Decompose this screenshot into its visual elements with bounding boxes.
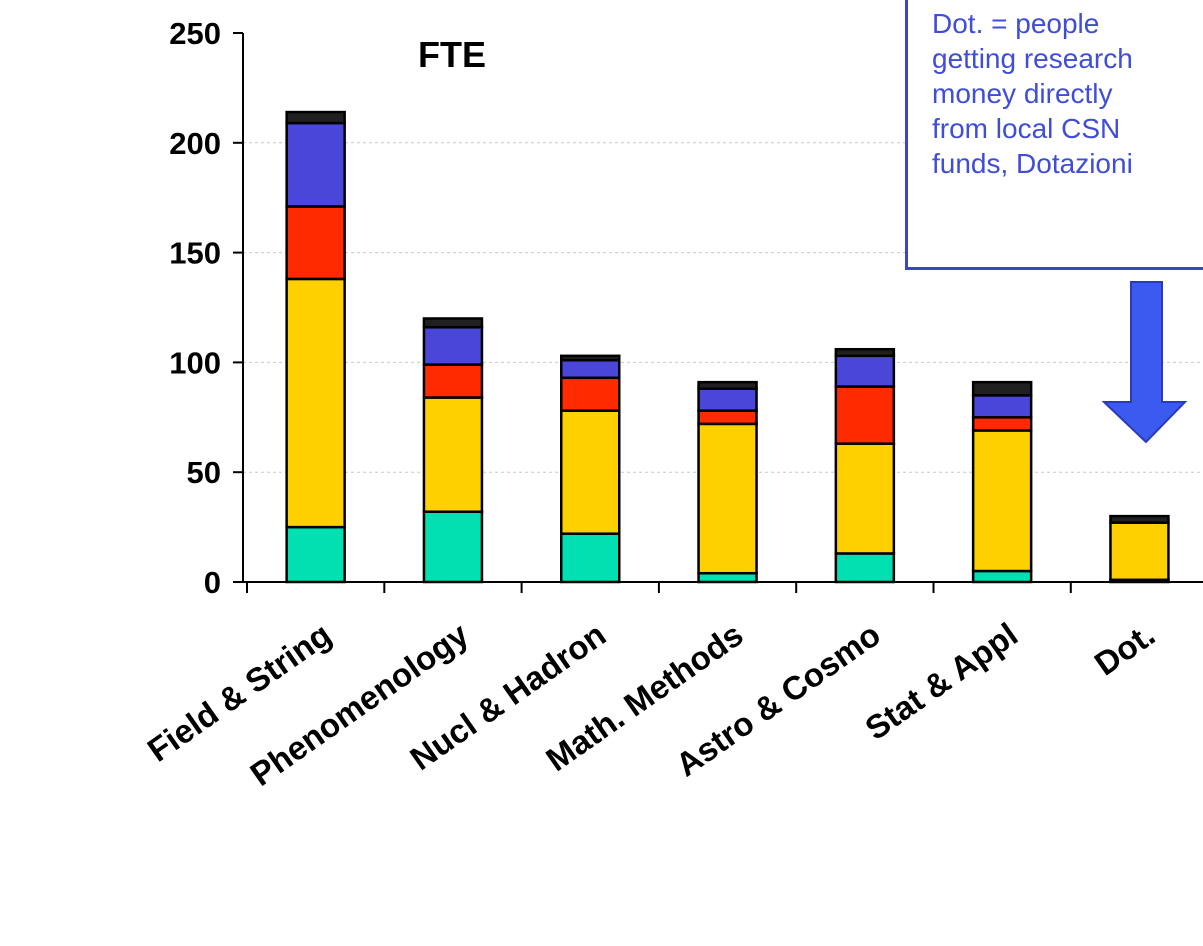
- y-tick-label: 50: [187, 455, 221, 490]
- bar-segment: [834, 347, 896, 358]
- down-arrow-icon: [1101, 281, 1188, 444]
- bar-segment: [697, 409, 758, 426]
- bar-segment: [697, 387, 758, 412]
- bar-segment: [422, 363, 484, 399]
- bar-segment: [971, 416, 1033, 432]
- chart-title: FTE: [418, 34, 486, 75]
- bar-segment: [560, 354, 621, 362]
- x-tick-label: Stat & Appl: [858, 615, 1024, 747]
- y-tick-label: 0: [204, 565, 221, 600]
- y-tick-label: 200: [169, 126, 221, 161]
- y-tick-label: 100: [169, 345, 221, 380]
- bar-segment: [697, 380, 758, 391]
- bar-segment: [560, 376, 621, 412]
- axes: [233, 32, 1203, 593]
- bar-segment: [1109, 521, 1170, 582]
- bar-segment: [971, 394, 1033, 419]
- bar-segment: [697, 422, 758, 575]
- bar-segment: [560, 532, 621, 584]
- bar-segment: [285, 277, 346, 529]
- x-tick-label: Dot.: [1088, 615, 1162, 682]
- bar-segment: [422, 510, 484, 584]
- bar-segment: [971, 429, 1033, 573]
- bar-segment: [560, 358, 621, 380]
- annotation-line: getting research: [932, 43, 1133, 74]
- bar-segment: [285, 121, 346, 208]
- annotation-line: Dot. = people: [932, 8, 1100, 39]
- annotation-line: money directly: [932, 78, 1113, 109]
- bar-segment: [422, 326, 484, 366]
- bar-segment: [697, 571, 758, 584]
- bars: [285, 110, 1170, 584]
- bar-segment: [560, 409, 621, 535]
- bar-segment: [834, 552, 896, 584]
- bar-segment: [834, 354, 896, 388]
- bar-segment: [285, 205, 346, 281]
- annotation-box: Dot. = people getting research money dir…: [905, 0, 1203, 270]
- bar-segment: [285, 525, 346, 584]
- bar-segment: [971, 569, 1033, 584]
- bar-segment: [422, 317, 484, 329]
- y-tick-label: 150: [169, 236, 221, 271]
- annotation-line: funds, Dotazioni: [932, 148, 1133, 179]
- bar-segment: [834, 385, 896, 445]
- annotation-line: from local CSN: [932, 113, 1121, 144]
- bar-segment: [971, 380, 1033, 397]
- bar-segment: [422, 396, 484, 513]
- bar-segment: [1109, 514, 1170, 524]
- bar-segment: [285, 110, 346, 125]
- bar-segment: [834, 442, 896, 555]
- y-tick-label: 250: [169, 16, 221, 51]
